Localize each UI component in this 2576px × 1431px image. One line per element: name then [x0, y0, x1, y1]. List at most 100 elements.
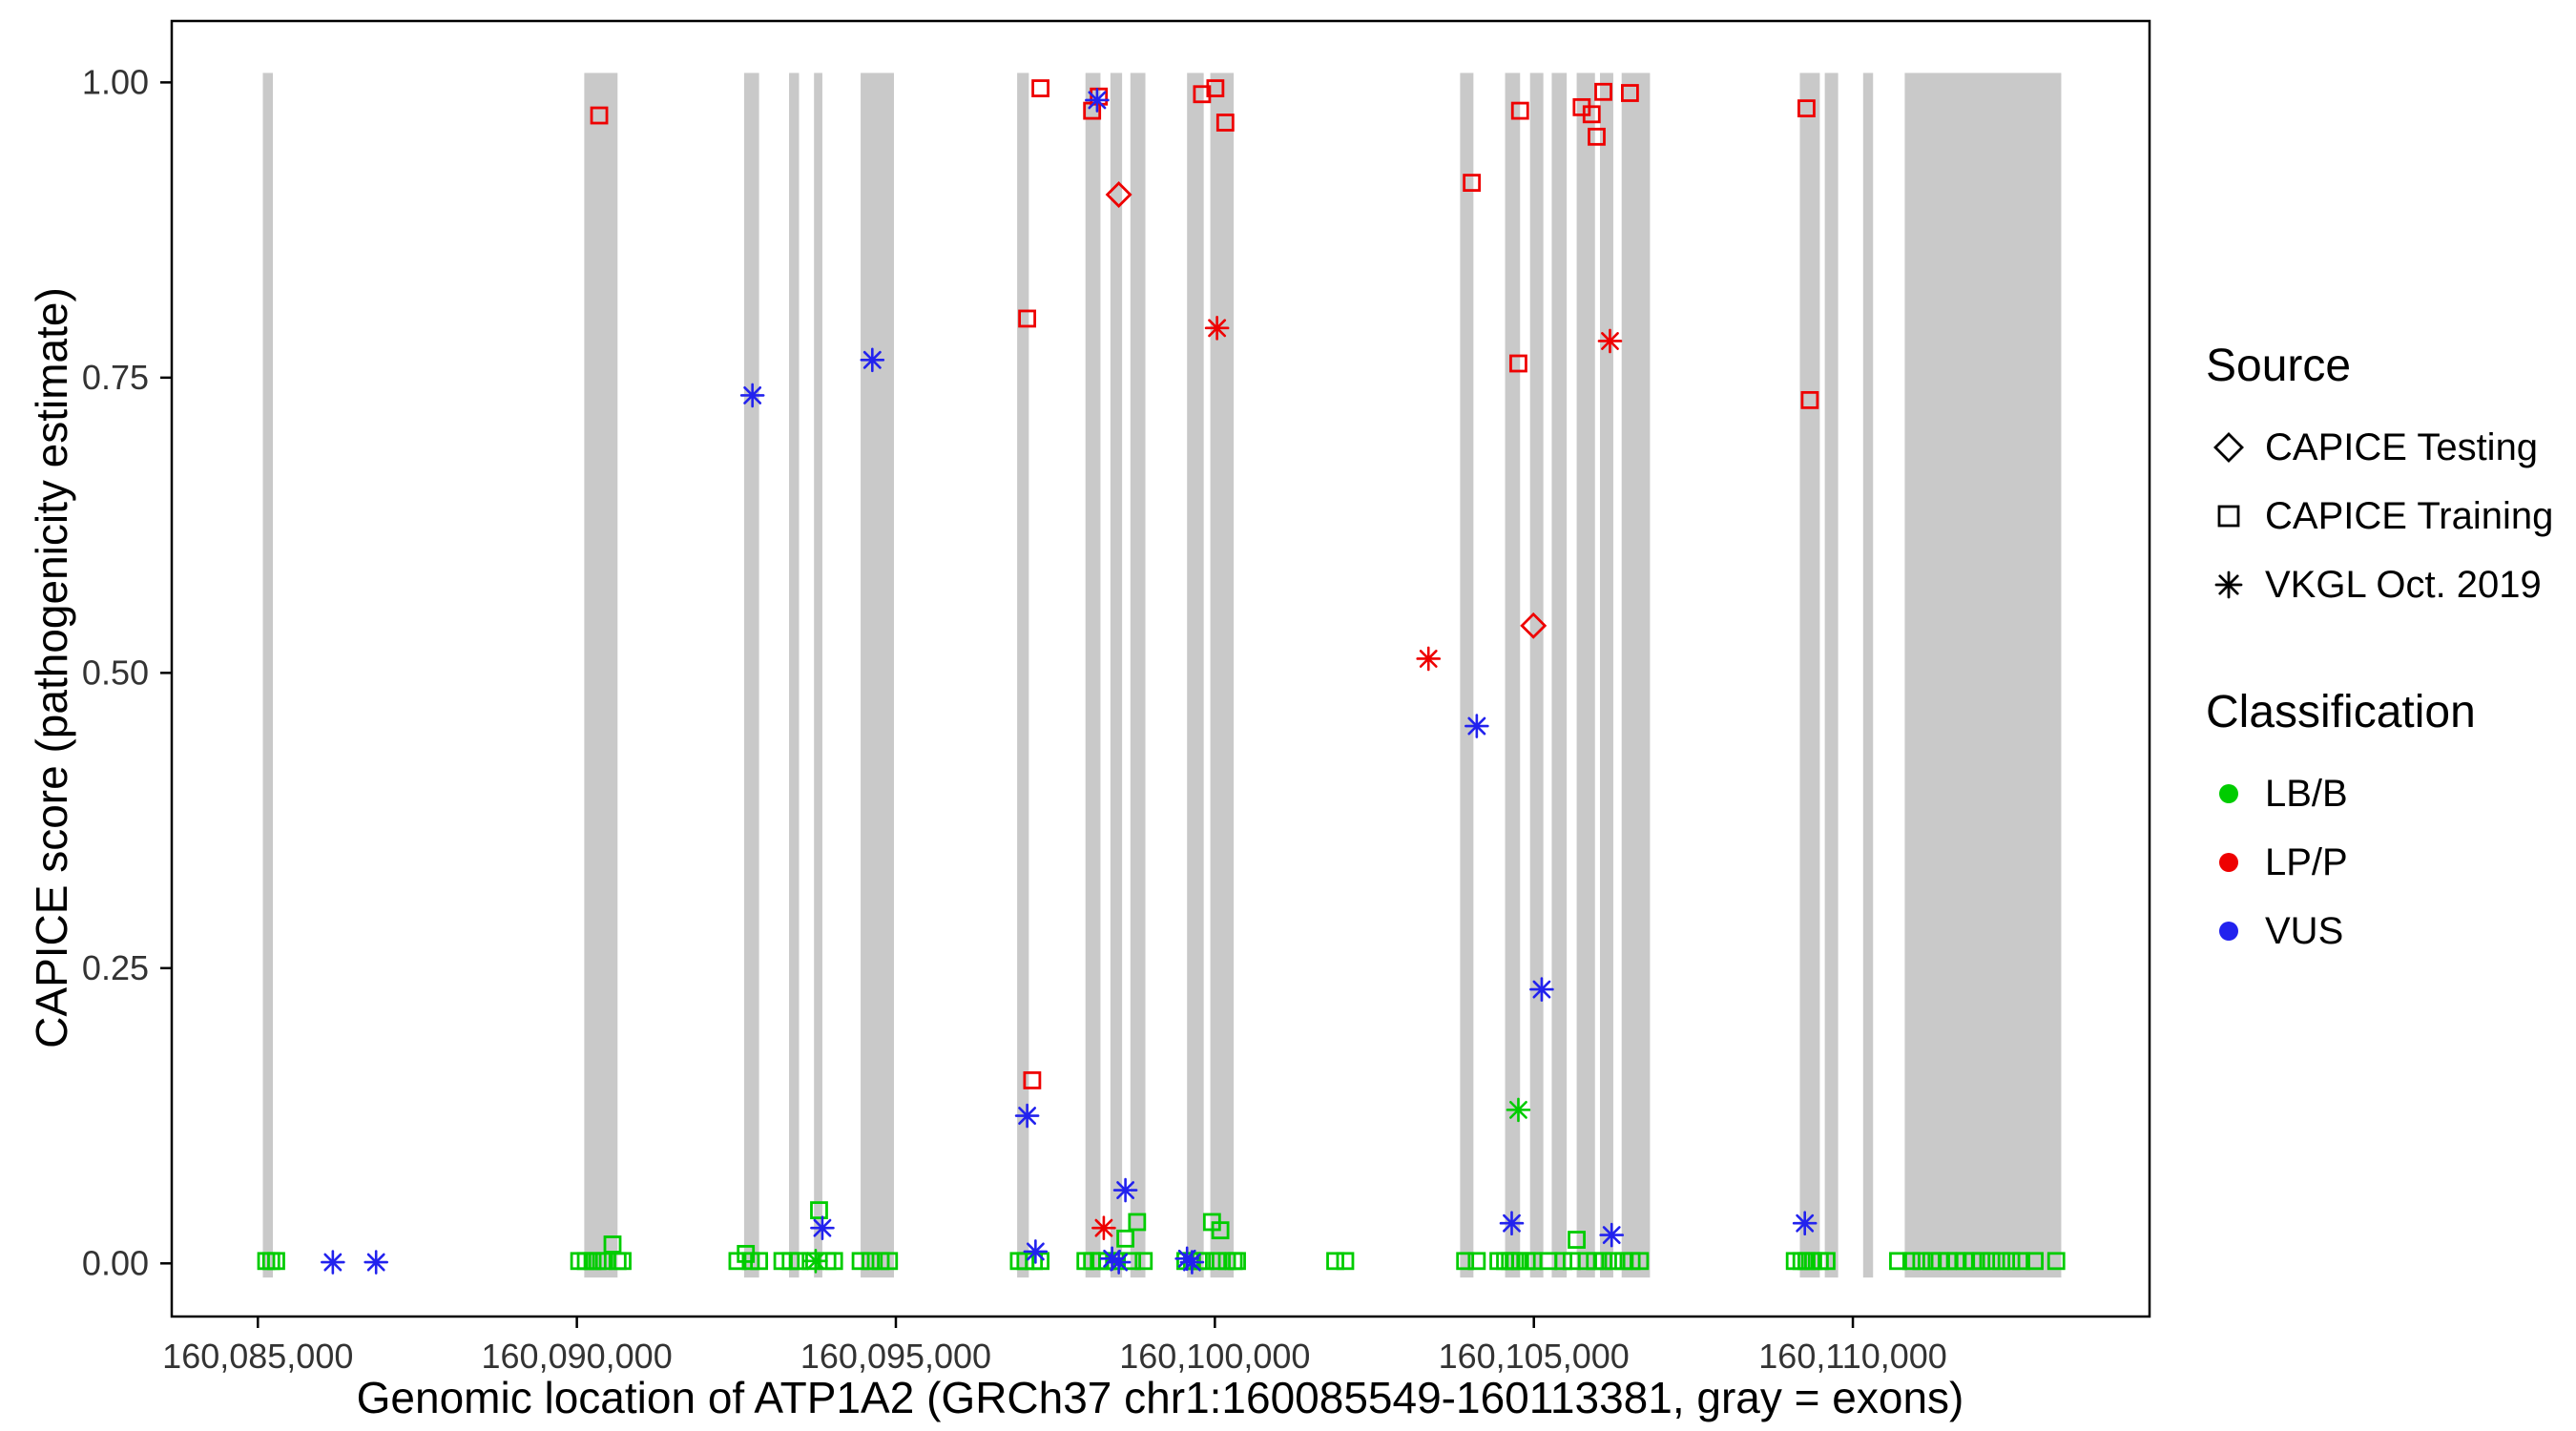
data-point-square: [2012, 1252, 2030, 1271]
data-point-square: [1215, 114, 1235, 132]
legend-classification-items: LB/B LP/P VUS: [2206, 759, 2568, 965]
data-point-asterisk: [1599, 1222, 1625, 1248]
data-point-square: [1982, 1252, 2001, 1271]
data-point-square: [1463, 174, 1482, 192]
data-point-square: [810, 1201, 828, 1219]
data-point-square: [1800, 390, 1819, 409]
data-point-asterisk: [810, 1215, 835, 1240]
data-point-square: [1128, 1213, 1147, 1232]
data-point-square: [1992, 1252, 2011, 1271]
y-axis-title: CAPICE score (pathogenicity estimate): [27, 287, 76, 1048]
data-point-diamond: [1105, 180, 1132, 208]
legend-item-label: CAPICE Training: [2265, 494, 2554, 537]
legend-item-vkgl-oct-2019: VKGL Oct. 2019: [2206, 550, 2568, 619]
data-point-square: [613, 1252, 632, 1271]
data-point-square: [1206, 79, 1225, 97]
data-point-square: [824, 1252, 843, 1271]
data-point-square: [1467, 1252, 1486, 1271]
exon-band: [584, 73, 618, 1278]
exon-band: [789, 73, 800, 1278]
x-tick-label: 160,105,000: [1439, 1337, 1630, 1376]
asterisk-legend-icon: [2214, 570, 2243, 599]
data-point-asterisk: [1085, 88, 1110, 113]
legend-item-vus: VUS: [2206, 897, 2568, 965]
data-point-square: [1818, 1252, 1836, 1271]
data-point-square: [750, 1252, 769, 1271]
data-point-square: [1901, 1252, 1921, 1271]
panel-border: [170, 19, 2151, 1318]
data-point-asterisk: [321, 1250, 345, 1275]
exon-band: [1130, 73, 1146, 1278]
legend-item-label: LP/P: [2265, 840, 2348, 883]
legend-item-capice-testing: CAPICE Testing: [2206, 413, 2568, 482]
x-tick-label: 160,090,000: [482, 1337, 673, 1376]
data-point-square: [1912, 1252, 1931, 1271]
x-axis-title: Genomic location of ATP1A2 (GRCh37 chr1:…: [356, 1373, 1964, 1422]
data-point-asterisk: [1023, 1239, 1049, 1264]
circle-legend-icon: [2219, 853, 2238, 872]
diamond-legend-icon: [2213, 432, 2244, 463]
data-point-square: [1594, 1252, 1612, 1271]
legend-item-label: CAPICE Testing: [2265, 425, 2539, 468]
data-point-square: [1018, 309, 1037, 328]
data-point-asterisk: [1792, 1211, 1818, 1236]
x-tick-label: 160,110,000: [1758, 1337, 1947, 1376]
legend-item-label: VUS: [2265, 909, 2344, 952]
data-point-asterisk: [1014, 1103, 1040, 1129]
data-point-diamond: [1520, 612, 1548, 639]
data-point-square: [1604, 1252, 1623, 1271]
legend: Source CAPICE Testing CAPICE Training VKGL…: [2206, 340, 2568, 1032]
data-point-square: [2025, 1252, 2044, 1271]
data-point-square: [1972, 1252, 1991, 1271]
exon-band: [814, 73, 822, 1278]
data-point-square: [1594, 82, 1612, 101]
data-point-square: [2002, 1252, 2021, 1271]
data-point-square: [1510, 101, 1529, 120]
legend-item-lp-p: LP/P: [2206, 828, 2568, 897]
data-point-asterisk: [860, 347, 885, 373]
data-point-asterisk: [1529, 977, 1554, 1002]
exon-band: [1799, 73, 1820, 1278]
legend-item-label: LB/B: [2265, 772, 2348, 815]
x-tick-label: 160,085,000: [162, 1337, 353, 1376]
exon-band: [1862, 73, 1874, 1278]
data-point-asterisk: [1597, 328, 1623, 354]
data-point-square: [590, 106, 609, 125]
data-point-asterisk: [1499, 1211, 1525, 1236]
legend-item-capice-training: CAPICE Training: [2206, 482, 2568, 550]
circle-legend-icon: [2219, 784, 2238, 803]
data-point-square: [1134, 1252, 1153, 1271]
exon-band: [1621, 73, 1651, 1278]
legend-item-label: VKGL Oct. 2019: [2265, 563, 2542, 606]
y-tick-label: 0.75: [82, 358, 149, 397]
exon-band: [1576, 73, 1595, 1278]
x-tick-label: 160,100,000: [1119, 1337, 1310, 1376]
data-point-square: [1797, 99, 1816, 118]
data-point-square: [1193, 85, 1212, 104]
square-legend-icon: [2217, 505, 2240, 528]
legend-item-lb-b: LB/B: [2206, 759, 2568, 828]
data-point-square: [851, 1252, 870, 1271]
legend-source: Source CAPICE Testing CAPICE Training VKGL…: [2206, 340, 2568, 619]
exon-band: [1085, 73, 1101, 1278]
data-point-square: [1228, 1252, 1246, 1271]
data-point-square: [1621, 84, 1639, 102]
data-point-square: [1631, 1252, 1650, 1271]
data-point-square: [862, 1252, 880, 1271]
data-point-square: [1031, 1252, 1049, 1271]
exon-band: [1824, 73, 1839, 1278]
y-tick-label: 0.25: [82, 948, 149, 987]
data-point-square: [880, 1252, 899, 1271]
y-tick-label: 0.50: [82, 653, 149, 692]
data-point-asterisk: [1204, 316, 1230, 341]
exon-band: [1460, 73, 1474, 1278]
data-point-square: [1090, 87, 1109, 106]
data-point-square: [1568, 1231, 1586, 1249]
data-point-asterisk: [364, 1250, 388, 1275]
exon-band: [1017, 73, 1029, 1278]
exon-band: [262, 73, 273, 1278]
data-point-square: [1031, 79, 1049, 97]
circle-legend-icon: [2219, 922, 2238, 941]
exon-band: [1187, 73, 1204, 1278]
